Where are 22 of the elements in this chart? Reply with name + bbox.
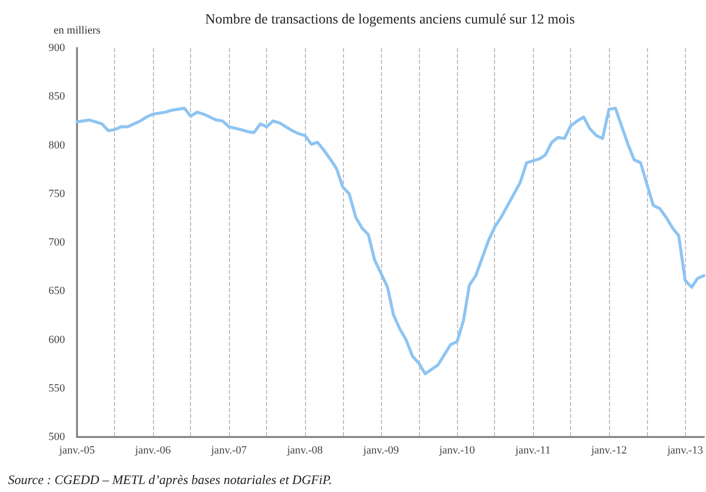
y-tick-label: 500	[48, 431, 66, 443]
x-tick-label: janv.-13	[666, 444, 704, 456]
y-tick-label: 650	[48, 285, 66, 298]
x-tick-label: janv.-12	[590, 444, 627, 456]
x-tick-label: janv.-06	[134, 444, 172, 456]
y-tick-label: 800	[48, 139, 66, 152]
x-tick-label: janv.-11	[514, 444, 551, 456]
x-tick-label: janv.-09	[362, 444, 400, 456]
y-tick-label: 550	[48, 382, 66, 394]
y-tick-label: 900	[48, 42, 66, 54]
y-tick-label: 600	[48, 334, 66, 346]
source-note: Source : CGEDD – METL d’après bases notariales et DGFiP.	[8, 472, 332, 487]
x-tick-label: janv.-08	[286, 444, 324, 456]
y-tick-label: 750	[48, 188, 66, 200]
y-tick-label: 700	[48, 236, 66, 248]
x-tick-label: janv.-07	[210, 444, 248, 456]
x-tick-label: janv.-05	[58, 444, 96, 456]
y-axis-title: en milliers	[54, 24, 100, 36]
line-series	[76, 106, 706, 376]
x-tick-label: janv.-10	[438, 444, 476, 456]
chart-title: Nombre de transactions de logements anciens cumulé sur 12 mois	[205, 12, 575, 28]
y-tick-label: 850	[48, 90, 66, 103]
